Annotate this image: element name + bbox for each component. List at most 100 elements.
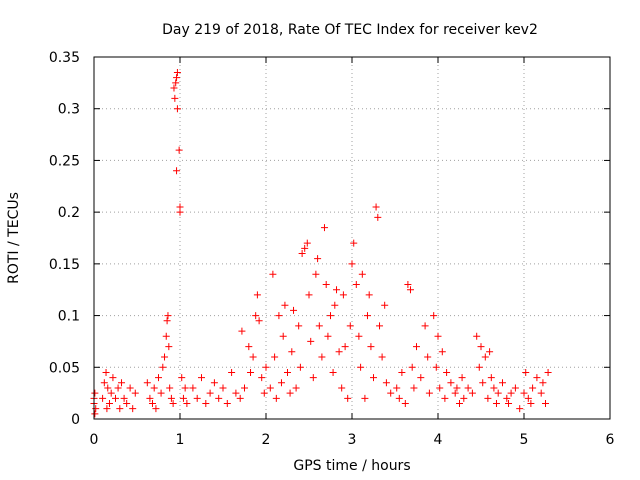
data-point (341, 343, 349, 351)
plot-frame (93, 56, 611, 420)
data-point (468, 389, 476, 397)
data-point (172, 79, 180, 87)
data-point (346, 322, 354, 330)
data-point (232, 389, 240, 397)
data-point (499, 379, 506, 387)
data-point (152, 405, 160, 413)
data-point (309, 374, 317, 382)
x-tick-label: 4 (434, 432, 443, 448)
data-point (307, 337, 315, 345)
data-point (303, 239, 311, 247)
x-tick-label: 3 (348, 432, 357, 448)
data-point (382, 379, 390, 387)
data-point (475, 363, 483, 371)
data-point (286, 389, 294, 397)
y-tick-label: 0.2 (58, 205, 80, 221)
x-tick-label: 6 (606, 432, 615, 448)
data-point (413, 343, 420, 351)
data-point (164, 312, 172, 320)
y-axis-label: ROTI / TECUs (6, 192, 22, 284)
data-point (358, 270, 366, 278)
data-point (292, 384, 300, 392)
data-point (464, 384, 472, 392)
data-point (91, 389, 99, 397)
data-point (370, 374, 377, 382)
data-point (361, 394, 369, 402)
data-point (408, 363, 416, 371)
y-tick-label: 0 (71, 412, 80, 428)
data-point (105, 399, 113, 407)
data-point (486, 348, 494, 356)
y-tick-label: 0.25 (49, 153, 80, 169)
data-point (189, 384, 197, 392)
data-point (206, 389, 214, 397)
data-point (171, 94, 179, 102)
data-point (381, 301, 389, 309)
data-point (92, 405, 100, 413)
data-point (404, 281, 412, 289)
data-point (107, 389, 115, 397)
data-point (322, 281, 330, 289)
x-tick-label: 5 (520, 432, 529, 448)
data-point (181, 384, 189, 392)
data-point (102, 368, 110, 376)
data-point (417, 374, 425, 382)
data-point (406, 286, 414, 294)
data-point (524, 394, 532, 402)
data-point (99, 394, 107, 402)
y-tick-label: 0.3 (58, 102, 80, 118)
data-point (179, 394, 187, 402)
data-point (516, 405, 524, 413)
data-point (159, 363, 167, 371)
data-point (262, 363, 270, 371)
data-point (296, 363, 304, 371)
data-point (279, 332, 287, 340)
data-point (456, 399, 463, 407)
data-point (374, 213, 382, 221)
data-point (348, 260, 356, 268)
data-point (505, 399, 513, 407)
data-point (100, 379, 108, 387)
data-point (118, 379, 126, 387)
data-point (165, 343, 173, 351)
data-point (447, 379, 455, 387)
data-point (241, 384, 248, 392)
data-point (288, 348, 296, 356)
data-markers (90, 69, 552, 418)
data-point (425, 389, 433, 397)
data-point (544, 368, 552, 376)
data-point (284, 368, 291, 376)
data-point (120, 394, 128, 402)
data-point (173, 167, 181, 175)
data-point (281, 301, 289, 309)
data-point (324, 332, 332, 340)
data-point (131, 389, 139, 397)
data-point (314, 255, 322, 263)
data-point (484, 394, 492, 402)
data-point (352, 281, 360, 289)
data-point (395, 394, 403, 402)
data-point (112, 394, 119, 402)
data-point (542, 399, 549, 407)
x-axis-label: GPS time / hours (293, 458, 410, 474)
data-point (249, 353, 257, 361)
data-point (238, 327, 246, 335)
data-point (533, 374, 541, 382)
y-tick-label: 0.35 (49, 50, 80, 66)
data-point (228, 368, 236, 376)
data-point (363, 312, 371, 320)
tick-labels: 0 1 2 3 4 5 6 0 0.05 0.1 0.15 0.2 0.25 0.3 0.35 (49, 50, 615, 448)
data-point (275, 312, 283, 320)
data-point (173, 69, 181, 77)
data-point (441, 394, 449, 402)
data-point (350, 239, 358, 247)
data-point (129, 405, 137, 413)
data-point (527, 399, 535, 407)
data-point (487, 374, 495, 382)
data-point (143, 379, 151, 387)
data-point (329, 368, 337, 376)
data-point (157, 389, 165, 397)
x-tick-label: 0 (90, 432, 99, 448)
data-point (236, 394, 244, 402)
data-point (290, 306, 298, 314)
